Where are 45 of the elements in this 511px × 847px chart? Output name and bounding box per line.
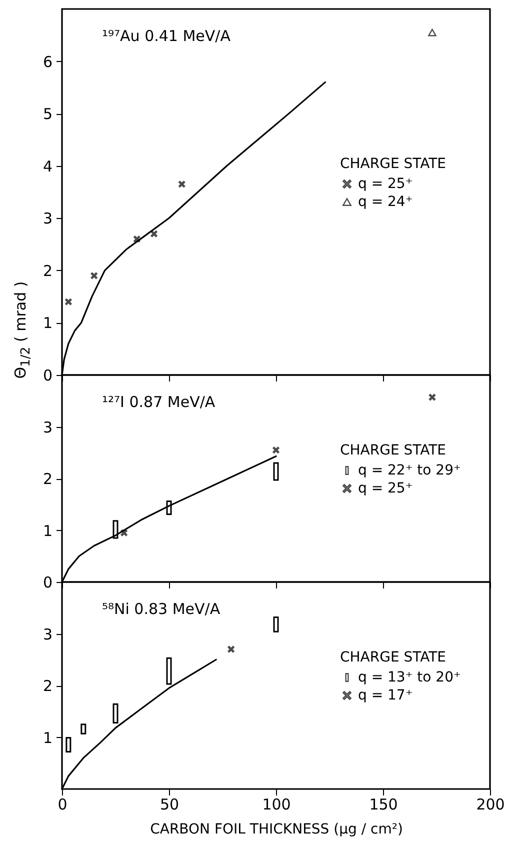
x-axis-title: CARBON FOIL THICKNESS (µg / cm²) xyxy=(150,822,403,838)
point xyxy=(428,394,436,401)
point xyxy=(90,272,98,279)
legend-label: q = 24⁺ xyxy=(358,194,413,210)
x-tick-label: 0 xyxy=(58,796,68,814)
bar xyxy=(273,616,279,632)
legend-title: CHARGE STATE xyxy=(340,442,446,458)
legend-title: CHARGE STATE xyxy=(340,650,446,666)
y-tick-label: 6 xyxy=(42,52,52,71)
legend-title: CHARGE STATE xyxy=(340,156,446,172)
point xyxy=(134,236,140,242)
y-tick-label: 0 xyxy=(42,574,52,592)
annotation: ⁵⁸Ni 0.83 MeV/A xyxy=(102,600,221,618)
point xyxy=(272,446,280,454)
y-tick-label: 3 xyxy=(42,625,52,644)
legend-label: q = 22⁺ to 29⁺ xyxy=(358,462,461,478)
x-tick-label: 50 xyxy=(160,796,180,814)
y-tick-label: 3 xyxy=(42,210,52,228)
x-tick-label: 100 xyxy=(262,796,291,814)
annotation: ¹⁹⁷Au 0.41 MeV/A xyxy=(102,27,232,45)
legend-label: q = 13⁺ to 20⁺ xyxy=(358,670,461,686)
y-tick-label: 0 xyxy=(42,366,52,384)
y-tick-label: 1 xyxy=(42,314,52,332)
bar xyxy=(112,703,118,724)
y-tick-label: 4 xyxy=(42,157,52,176)
legend-label: q = 25⁺ xyxy=(358,480,413,496)
y-tick-label: 1 xyxy=(42,728,52,747)
x-tick-label: 200 xyxy=(476,796,505,814)
x-tick-label: 150 xyxy=(369,796,398,814)
bar xyxy=(66,737,72,752)
bar xyxy=(273,462,279,481)
legend-label: q = 25⁺ xyxy=(358,176,413,192)
point xyxy=(428,28,436,36)
y-tick-label: 2 xyxy=(42,677,52,695)
y-tick-label: 3 xyxy=(42,418,52,436)
legend-label: q = 17⁺ xyxy=(358,688,413,704)
point xyxy=(150,230,158,238)
y-tick-label: 1 xyxy=(42,522,52,540)
annotation: ¹²⁷I 0.87 MeV/A xyxy=(102,393,216,411)
bar xyxy=(80,724,86,734)
point xyxy=(65,298,72,306)
point xyxy=(178,180,186,188)
y-tick-label: 2 xyxy=(42,262,52,280)
y-tick-label: 5 xyxy=(42,105,52,124)
y-tick-label: 2 xyxy=(42,470,52,488)
